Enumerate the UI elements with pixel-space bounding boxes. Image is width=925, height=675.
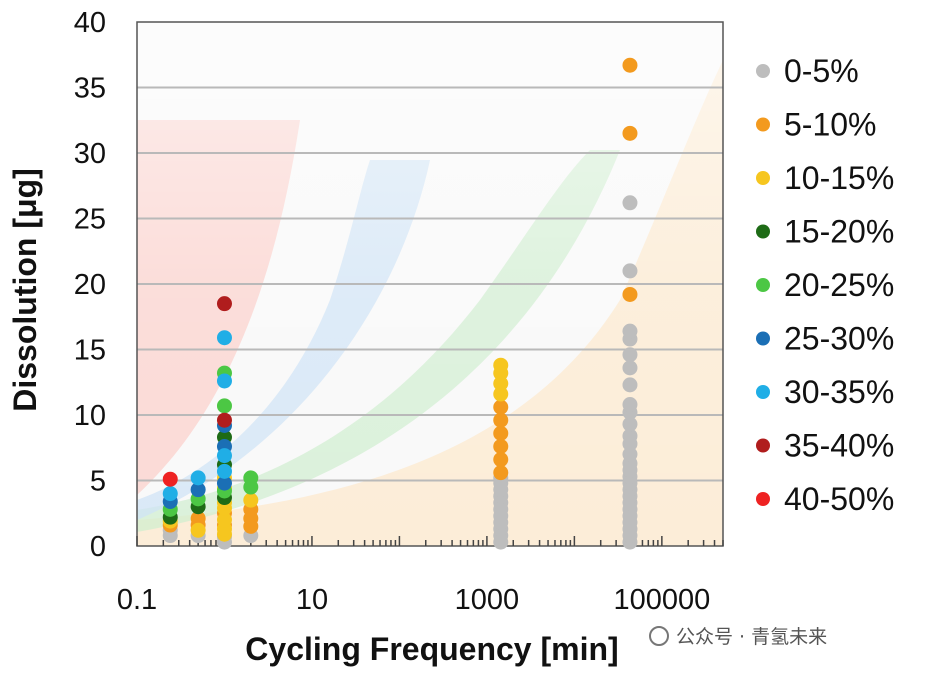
legend-label: 35-40%	[784, 428, 894, 464]
legend-label: 25-30%	[784, 321, 894, 357]
y-axis-title: Dissolution [μg]	[7, 168, 43, 412]
legend-marker	[756, 171, 770, 185]
x-tick-label: 10	[296, 584, 328, 616]
y-tick-label: 10	[74, 400, 106, 432]
legend-marker	[756, 438, 770, 453]
series-35-40-	[216, 296, 232, 428]
data-point	[216, 398, 232, 414]
data-point	[216, 463, 232, 479]
legend-label: 15-20%	[784, 214, 894, 250]
y-tick-label: 40	[74, 7, 106, 39]
x-tick-labels: 0.1 10 1000 100000	[117, 584, 710, 616]
y-tick-label: 15	[74, 335, 106, 367]
legend-marker	[756, 117, 770, 132]
data-point	[622, 360, 638, 376]
data-point	[493, 357, 509, 373]
data-point	[190, 522, 206, 538]
wechat-icon	[649, 626, 669, 646]
data-point	[216, 373, 232, 389]
series-30-35-	[162, 330, 232, 502]
legend-label: 20-25%	[784, 267, 894, 303]
data-point	[622, 263, 638, 279]
data-point	[622, 428, 638, 444]
legend-marker	[756, 278, 770, 292]
data-point	[493, 438, 509, 454]
y-tick-label: 0	[90, 531, 106, 563]
data-point	[216, 330, 232, 346]
data-point	[493, 376, 509, 392]
data-point	[243, 492, 259, 508]
data-point	[493, 465, 509, 481]
data-point	[493, 399, 509, 415]
data-point	[190, 482, 206, 498]
data-point	[190, 510, 206, 526]
data-point	[216, 412, 232, 428]
y-tick-label: 30	[74, 138, 106, 170]
y-tick-label: 5	[90, 466, 106, 498]
data-points	[162, 57, 638, 550]
data-point	[622, 323, 638, 339]
plot-frame	[136, 21, 724, 547]
legend-label: 10-15%	[784, 160, 894, 196]
y-tick-label: 35	[74, 73, 106, 105]
x-tick-label: 1000	[455, 584, 520, 616]
legend-label: 5-10%	[784, 107, 877, 143]
data-point	[622, 416, 638, 432]
data-point	[216, 475, 232, 491]
legend-marker	[756, 385, 770, 399]
data-point	[216, 448, 232, 464]
series-40-50-	[162, 471, 178, 487]
data-point	[622, 286, 638, 302]
data-point	[162, 471, 178, 487]
legend-label: 30-35%	[784, 374, 894, 410]
data-point	[622, 125, 638, 141]
watermark-text: 公众号 · 青氢未来	[676, 626, 827, 648]
data-point	[216, 296, 232, 312]
x-tick-label: 0.1	[117, 584, 157, 616]
data-point	[243, 479, 259, 495]
data-point	[622, 397, 638, 413]
y-tick-label: 25	[74, 204, 106, 236]
legend-marker	[756, 331, 770, 346]
legend-marker	[756, 224, 770, 239]
data-point	[622, 57, 638, 73]
data-point	[622, 377, 638, 393]
x-axis-title: Cycling Frequency [min]	[245, 631, 618, 667]
y-tick-label: 20	[74, 269, 106, 301]
data-point	[622, 195, 638, 211]
data-point	[622, 446, 638, 462]
data-point	[493, 425, 509, 441]
legend-label: 0-5%	[784, 53, 859, 89]
watermark: 公众号 · 青氢未来	[649, 626, 827, 648]
legend-label: 40-50%	[784, 481, 894, 517]
legend-marker	[756, 64, 770, 78]
data-point	[493, 452, 509, 468]
data-point	[493, 412, 509, 428]
data-point	[190, 470, 206, 486]
data-point	[493, 386, 509, 402]
data-point	[162, 486, 178, 502]
y-tick-labels: 0 5 10 15 20 25 30 35 40	[74, 7, 106, 563]
x-tick-label: 100000	[613, 584, 710, 616]
data-point	[216, 512, 232, 528]
legend-marker	[756, 492, 770, 506]
data-point	[622, 347, 638, 363]
legend: 0-5% 5-10% 10-15% 15-20% 20-25% 25-30% 30-35% 3…	[756, 53, 894, 517]
